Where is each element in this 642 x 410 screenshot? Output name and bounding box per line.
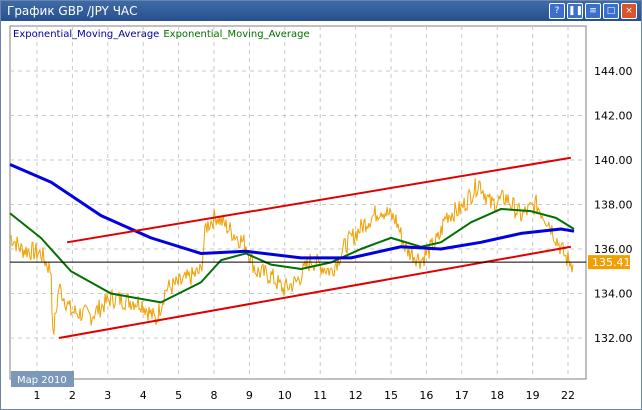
window-title: График GBP /JPY ЧАС xyxy=(7,4,138,18)
title-bar[interactable]: График GBP /JPY ЧАС ? ❚❚ ≡ □ × xyxy=(1,1,641,21)
price-chart[interactable]: 1 2 3 4 5 8 9 10 11 12 15 16 17 18 19 22132.00134.00136… xyxy=(1,22,641,409)
x-tick-label: 17 xyxy=(455,389,469,402)
x-tick-label: 18 xyxy=(490,389,504,402)
menu-button[interactable]: ≡ xyxy=(585,3,601,19)
y-tick-label: 142.00 xyxy=(594,110,633,123)
x-tick-label: 2 xyxy=(69,389,76,402)
period-label: Мар 2010 xyxy=(17,375,67,386)
plot-area xyxy=(9,25,587,380)
y-tick-label: 144.00 xyxy=(594,65,633,78)
current-price-badge xyxy=(588,255,630,270)
x-tick-label: 5 xyxy=(175,389,182,402)
x-tick-label: 3 xyxy=(104,389,111,402)
legend-entry: Exponential_Moving_Average xyxy=(163,29,309,40)
x-tick-label: 10 xyxy=(278,389,292,402)
current-price-label: 135.41 xyxy=(592,256,631,269)
help-button[interactable]: ? xyxy=(549,3,565,19)
y-tick-label: 136.00 xyxy=(594,243,633,256)
channel-upper-line xyxy=(66,156,571,244)
y-tick-label: 138.00 xyxy=(594,199,633,212)
close-button[interactable]: × xyxy=(621,3,637,19)
period-badge xyxy=(11,371,74,387)
pause-button[interactable]: ❚❚ xyxy=(567,3,583,19)
x-tick-label: 15 xyxy=(384,389,398,402)
x-tick-label: 8 xyxy=(211,389,218,402)
x-tick-label: 9 xyxy=(246,389,253,402)
x-tick-label: 4 xyxy=(140,389,147,402)
y-tick-label: 134.00 xyxy=(594,288,633,301)
price-line xyxy=(9,178,574,335)
maximize-button[interactable]: □ xyxy=(603,3,619,19)
y-tick-label: 132.00 xyxy=(594,332,633,345)
x-tick-label: 16 xyxy=(419,389,433,402)
ema-green-line xyxy=(9,207,575,304)
x-tick-label: 22 xyxy=(561,389,575,402)
legend-entry: Exponential_Moving_Average xyxy=(13,29,159,40)
ema-blue-line xyxy=(9,163,575,260)
x-tick-label: 1 xyxy=(34,389,41,402)
y-tick-label: 140.00 xyxy=(594,154,633,167)
x-tick-label: 11 xyxy=(313,389,327,402)
x-tick-label: 19 xyxy=(526,389,540,402)
x-tick-label: 12 xyxy=(349,389,363,402)
